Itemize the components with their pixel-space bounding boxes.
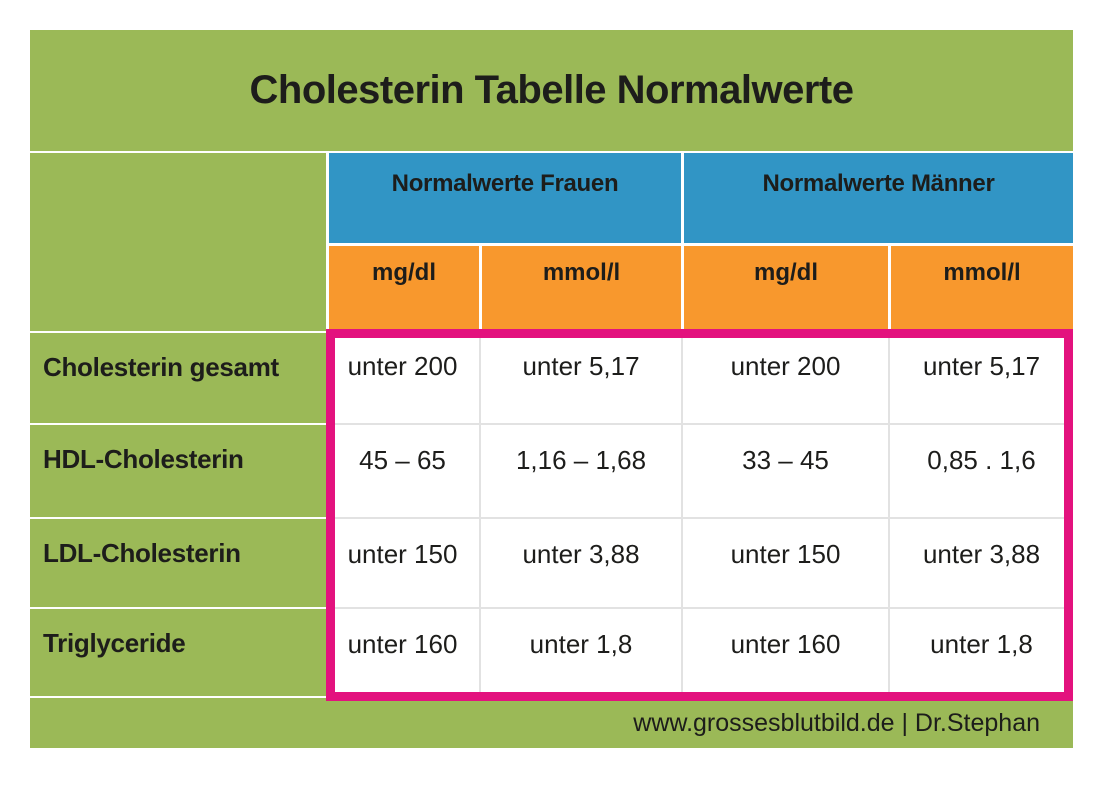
value-hdl-frauen-mgdl: 45 – 65 — [326, 423, 479, 517]
row-label-triglyceride: Triglyceride — [30, 607, 326, 698]
value-ldl-maenner-mmoll: unter 3,88 — [888, 517, 1073, 607]
value-cholesterin-gesamt-maenner-mmoll: unter 5,17 — [888, 331, 1073, 423]
group-header-frauen: Normalwerte Frauen — [326, 153, 681, 246]
value-triglyceride-frauen-mmoll: unter 1,8 — [479, 607, 681, 698]
value-cholesterin-gesamt-maenner-mgdl: unter 200 — [681, 331, 888, 423]
value-hdl-frauen-mmoll: 1,16 – 1,68 — [479, 423, 681, 517]
unit-header-maenner-mgdl: mg/dl — [681, 246, 888, 331]
corner-spacer — [30, 153, 326, 331]
value-hdl-maenner-mmoll: 0,85 . 1,6 — [888, 423, 1073, 517]
cholesterol-table-panel: Cholesterin Tabelle Normalwerte Normalwe… — [30, 30, 1073, 748]
value-hdl-maenner-mgdl: 33 – 45 — [681, 423, 888, 517]
unit-header-frauen-mmoll: mmol/l — [479, 246, 681, 331]
value-triglyceride-maenner-mgdl: unter 160 — [681, 607, 888, 698]
value-triglyceride-frauen-mgdl: unter 160 — [326, 607, 479, 698]
page-title: Cholesterin Tabelle Normalwerte — [30, 30, 1073, 153]
group-header-maenner: Normalwerte Männer — [681, 153, 1073, 246]
row-label-ldl-cholesterin: LDL-Cholesterin — [30, 517, 326, 607]
value-ldl-frauen-mmoll: unter 3,88 — [479, 517, 681, 607]
value-cholesterin-gesamt-frauen-mgdl: unter 200 — [326, 331, 479, 423]
value-cholesterin-gesamt-frauen-mmoll: unter 5,17 — [479, 331, 681, 423]
row-label-cholesterin-gesamt: Cholesterin gesamt — [30, 331, 326, 423]
value-ldl-maenner-mgdl: unter 150 — [681, 517, 888, 607]
unit-header-frauen-mgdl: mg/dl — [326, 246, 479, 331]
unit-header-maenner-mmoll: mmol/l — [888, 246, 1073, 331]
value-triglyceride-maenner-mmoll: unter 1,8 — [888, 607, 1073, 698]
value-ldl-frauen-mgdl: unter 150 — [326, 517, 479, 607]
source-credit: www.grossesblutbild.de | Dr.Stephan — [633, 708, 1040, 737]
row-label-hdl-cholesterin: HDL-Cholesterin — [30, 423, 326, 517]
